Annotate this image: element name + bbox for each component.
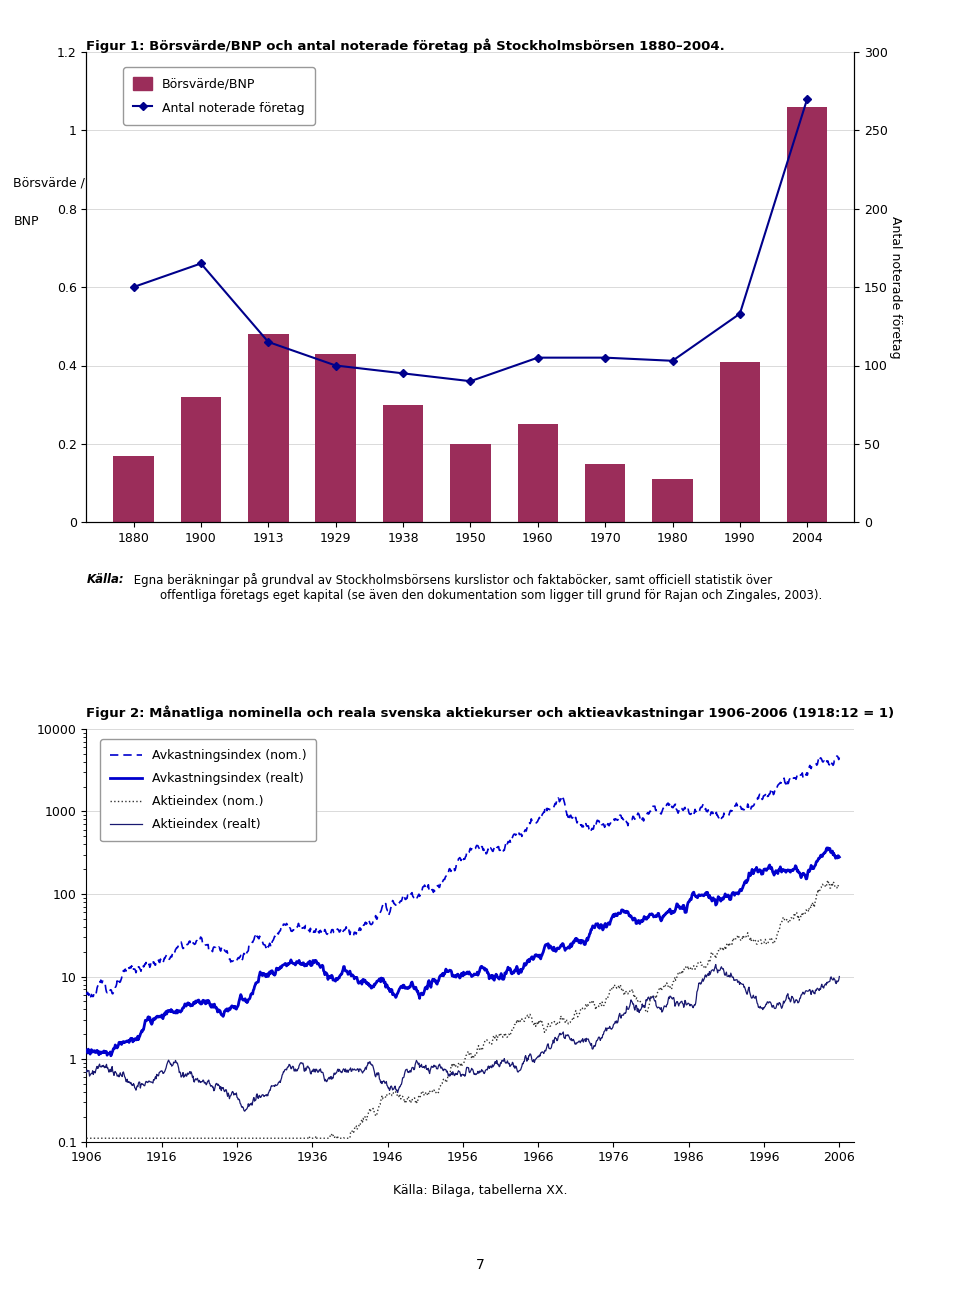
Bar — [248, 334, 289, 522]
Text: Egna beräkningar på grundval av Stockholmsbörsens kurslistor och faktaböcker, sa: Egna beräkningar på grundval av Stockhol… — [130, 573, 822, 601]
Bar — [585, 463, 625, 522]
Text: Börsvärde /: Börsvärde / — [13, 177, 85, 190]
Text: Källa:: Källa: — [86, 573, 124, 586]
Bar — [720, 361, 760, 522]
Bar — [113, 455, 154, 522]
Y-axis label: Antal noterade företag: Antal noterade företag — [889, 215, 901, 359]
Bar — [383, 405, 423, 522]
Text: BNP: BNP — [13, 214, 39, 227]
Legend: Börsvärde/BNP, Antal noterade företag: Börsvärde/BNP, Antal noterade företag — [124, 67, 315, 125]
Text: Figur 2: Månatliga nominella och reala svenska aktiekurser och aktieavkastningar: Figur 2: Månatliga nominella och reala s… — [86, 706, 895, 720]
Bar — [316, 353, 356, 522]
Bar — [652, 480, 693, 522]
Bar — [180, 397, 221, 522]
Legend: Avkastningsindex (nom.), Avkastningsindex (realt), Aktieindex (nom.), Aktieindex: Avkastningsindex (nom.), Avkastningsinde… — [101, 739, 316, 841]
Bar — [517, 424, 558, 522]
Bar — [450, 444, 491, 522]
Bar — [787, 107, 828, 522]
Text: 7: 7 — [475, 1258, 485, 1272]
Text: Källa: Bilaga, tabellerna XX.: Källa: Bilaga, tabellerna XX. — [393, 1184, 567, 1197]
Text: Figur 1: Börsvärde/BNP och antal noterade företag på Stockholmsbörsen 1880–2004.: Figur 1: Börsvärde/BNP och antal noterad… — [86, 39, 725, 53]
